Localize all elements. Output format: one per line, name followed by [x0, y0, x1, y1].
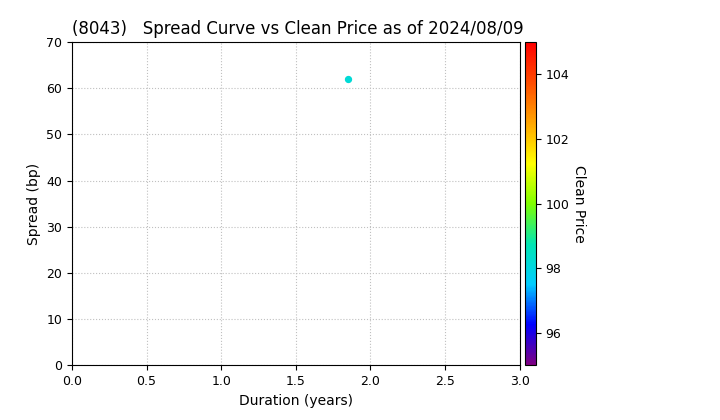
Y-axis label: Spread (bp): Spread (bp) [27, 163, 41, 245]
Y-axis label: Clean Price: Clean Price [572, 165, 586, 243]
Point [342, 76, 354, 82]
Text: (8043)   Spread Curve vs Clean Price as of 2024/08/09: (8043) Spread Curve vs Clean Price as of… [72, 20, 523, 38]
X-axis label: Duration (years): Duration (years) [239, 394, 353, 408]
